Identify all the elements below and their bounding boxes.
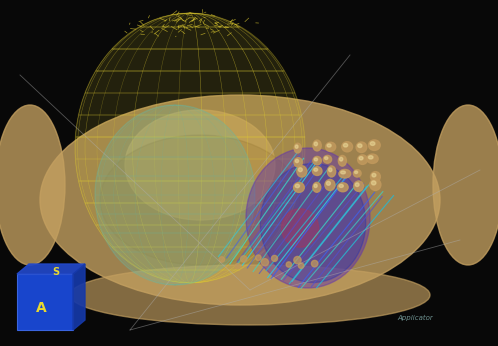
Ellipse shape bbox=[354, 170, 361, 177]
Ellipse shape bbox=[314, 142, 318, 146]
Ellipse shape bbox=[354, 181, 364, 191]
Ellipse shape bbox=[311, 260, 318, 267]
Ellipse shape bbox=[219, 257, 225, 262]
Ellipse shape bbox=[325, 157, 328, 160]
Ellipse shape bbox=[313, 182, 321, 192]
Ellipse shape bbox=[323, 155, 332, 163]
Ellipse shape bbox=[241, 256, 247, 262]
Ellipse shape bbox=[255, 255, 261, 261]
Ellipse shape bbox=[359, 156, 363, 160]
Ellipse shape bbox=[298, 263, 304, 268]
Ellipse shape bbox=[325, 180, 335, 191]
Ellipse shape bbox=[371, 172, 380, 182]
Ellipse shape bbox=[372, 173, 376, 177]
Ellipse shape bbox=[294, 143, 301, 153]
Polygon shape bbox=[17, 264, 85, 274]
Ellipse shape bbox=[314, 184, 317, 188]
Ellipse shape bbox=[313, 156, 321, 165]
Ellipse shape bbox=[286, 262, 291, 267]
Ellipse shape bbox=[246, 148, 370, 288]
Ellipse shape bbox=[341, 171, 346, 174]
Ellipse shape bbox=[261, 258, 268, 266]
Text: Applicator: Applicator bbox=[397, 315, 433, 321]
Text: A: A bbox=[36, 301, 46, 315]
Ellipse shape bbox=[260, 164, 366, 282]
Ellipse shape bbox=[293, 182, 304, 192]
Ellipse shape bbox=[369, 140, 380, 151]
Ellipse shape bbox=[367, 154, 378, 163]
Ellipse shape bbox=[295, 145, 298, 148]
Ellipse shape bbox=[326, 181, 331, 185]
Ellipse shape bbox=[327, 144, 331, 147]
Ellipse shape bbox=[95, 105, 255, 285]
Ellipse shape bbox=[358, 144, 362, 147]
Ellipse shape bbox=[344, 144, 348, 147]
Ellipse shape bbox=[369, 156, 373, 159]
Ellipse shape bbox=[342, 142, 353, 152]
Ellipse shape bbox=[298, 168, 302, 172]
Ellipse shape bbox=[40, 95, 440, 305]
Ellipse shape bbox=[338, 155, 347, 166]
Ellipse shape bbox=[370, 179, 381, 190]
Ellipse shape bbox=[355, 171, 358, 174]
Ellipse shape bbox=[313, 140, 321, 151]
Ellipse shape bbox=[75, 13, 305, 283]
Ellipse shape bbox=[271, 255, 277, 262]
Ellipse shape bbox=[295, 184, 299, 188]
Ellipse shape bbox=[125, 110, 275, 220]
Ellipse shape bbox=[355, 183, 359, 186]
Ellipse shape bbox=[433, 105, 498, 265]
Ellipse shape bbox=[294, 158, 302, 167]
Ellipse shape bbox=[314, 158, 318, 161]
Ellipse shape bbox=[294, 256, 301, 264]
Ellipse shape bbox=[297, 166, 307, 177]
Ellipse shape bbox=[314, 168, 318, 171]
Ellipse shape bbox=[340, 157, 343, 161]
Ellipse shape bbox=[329, 168, 332, 172]
Ellipse shape bbox=[339, 170, 351, 178]
Ellipse shape bbox=[370, 142, 375, 145]
Ellipse shape bbox=[70, 265, 430, 325]
Ellipse shape bbox=[312, 167, 322, 175]
Ellipse shape bbox=[326, 142, 336, 152]
Ellipse shape bbox=[358, 155, 368, 164]
Bar bbox=[17, 274, 73, 330]
Ellipse shape bbox=[235, 264, 241, 269]
Ellipse shape bbox=[327, 166, 336, 177]
Polygon shape bbox=[73, 264, 85, 330]
Ellipse shape bbox=[339, 184, 343, 188]
Ellipse shape bbox=[100, 135, 300, 265]
Ellipse shape bbox=[0, 105, 65, 265]
Ellipse shape bbox=[372, 181, 376, 185]
Ellipse shape bbox=[356, 142, 367, 153]
Ellipse shape bbox=[281, 209, 319, 247]
Ellipse shape bbox=[338, 183, 348, 192]
Ellipse shape bbox=[295, 160, 299, 163]
Text: S: S bbox=[53, 267, 60, 277]
